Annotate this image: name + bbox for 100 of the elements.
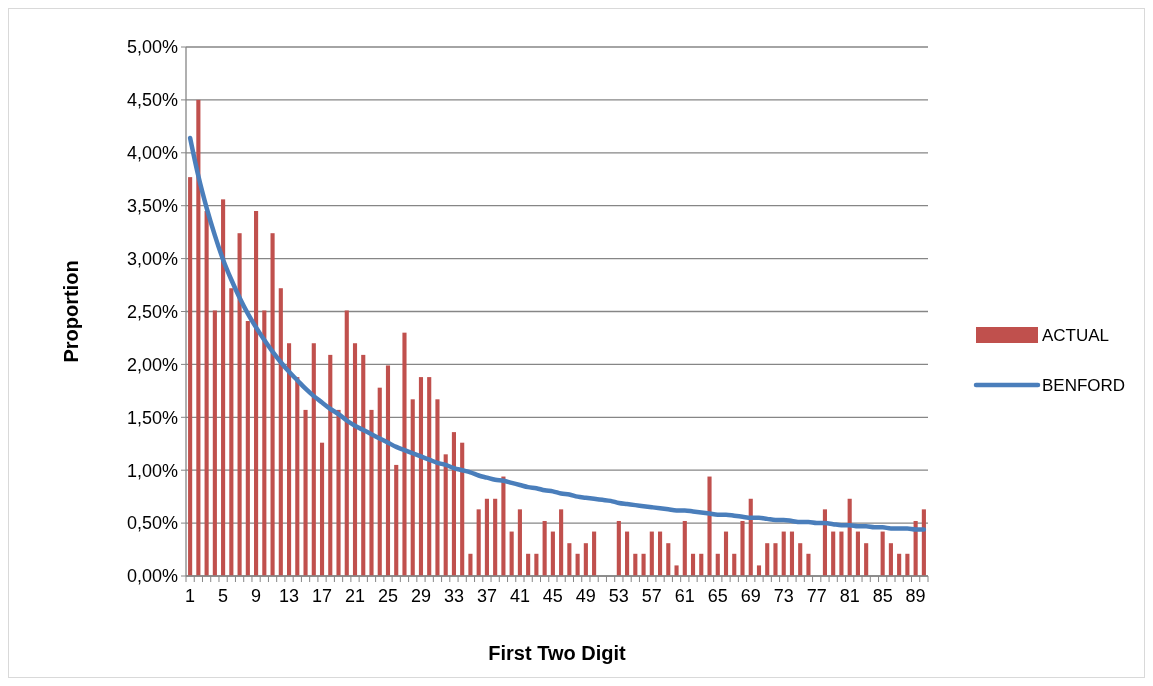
bar	[468, 553, 473, 576]
bar	[592, 531, 597, 576]
y-tick-label: 3,00%	[126, 248, 178, 269]
bar	[344, 310, 349, 576]
x-tick-label: 17	[312, 586, 333, 606]
bar	[311, 343, 316, 576]
x-tick-label: 53	[608, 586, 629, 606]
bar	[254, 210, 259, 576]
y-axis-title: Proportion	[60, 260, 82, 363]
bar	[550, 531, 555, 576]
legend-label: ACTUAL	[1042, 325, 1110, 345]
bar	[897, 553, 902, 576]
x-tick-label: 73	[773, 586, 794, 606]
bar	[839, 531, 844, 576]
bar	[542, 520, 547, 576]
x-tick-label: 29	[410, 586, 431, 606]
bar	[921, 509, 926, 576]
bar	[723, 531, 729, 576]
bar	[278, 288, 283, 576]
bar	[221, 199, 226, 576]
bar	[855, 531, 860, 576]
y-tick-label: 0,50%	[126, 513, 178, 534]
bar	[641, 553, 646, 576]
bar	[905, 553, 910, 576]
bar	[690, 553, 696, 576]
x-tick-label: 77	[806, 586, 827, 606]
bar	[864, 543, 869, 576]
bar	[880, 531, 885, 576]
bar	[451, 432, 457, 576]
bar	[237, 233, 242, 576]
x-tick-label: 49	[575, 586, 596, 606]
bar	[756, 565, 762, 576]
x-tick-label: 25	[377, 586, 398, 606]
bar	[567, 543, 572, 576]
bar	[699, 553, 704, 576]
bar	[798, 543, 803, 576]
bar	[682, 520, 687, 576]
bar	[501, 476, 506, 576]
x-tick-label: 1	[185, 586, 196, 606]
bar	[410, 399, 415, 576]
y-tick-label: 3,50%	[126, 196, 178, 216]
bar	[493, 498, 498, 576]
bar	[740, 520, 745, 576]
bar	[534, 553, 539, 576]
legend-label: BENFORD	[1042, 375, 1126, 395]
bar	[328, 354, 333, 576]
bar	[847, 498, 852, 576]
bar	[385, 365, 391, 576]
bar	[583, 543, 588, 576]
bar	[789, 531, 795, 576]
bar	[509, 531, 514, 576]
bar	[303, 409, 308, 576]
bar	[336, 409, 341, 576]
bar	[748, 498, 753, 576]
x-tick-label: 13	[279, 586, 300, 606]
x-tick-label: 33	[443, 586, 464, 606]
x-tick-label: 5	[218, 586, 229, 606]
bar	[352, 343, 358, 576]
y-tick-label: 4,50%	[126, 90, 178, 111]
bar	[765, 543, 770, 576]
bar	[575, 553, 580, 576]
bar	[427, 377, 432, 576]
bar	[822, 509, 828, 576]
bar	[369, 409, 374, 576]
bar	[286, 343, 292, 576]
y-tick-label: 2,00%	[126, 354, 178, 375]
bar	[773, 543, 778, 576]
bar	[715, 553, 720, 576]
bar	[435, 399, 440, 576]
bar	[781, 531, 786, 576]
y-tick-label: 1,00%	[126, 460, 178, 481]
x-tick-label: 37	[476, 586, 497, 606]
y-tick-label: 5,00%	[126, 37, 178, 58]
bar	[295, 377, 300, 576]
bar	[484, 498, 489, 576]
bar	[657, 531, 663, 576]
bar	[402, 332, 407, 576]
bar	[188, 177, 193, 576]
x-tick-label: 57	[641, 586, 662, 606]
bar	[732, 553, 737, 576]
bar	[262, 310, 267, 576]
bar	[319, 442, 325, 576]
bar	[674, 565, 679, 576]
bar	[633, 553, 638, 576]
x-tick-label: 81	[839, 586, 860, 606]
bar	[460, 442, 465, 576]
bar	[394, 464, 399, 576]
bar	[418, 377, 424, 576]
bar	[831, 531, 836, 576]
bar	[204, 210, 209, 576]
bar	[666, 543, 671, 576]
bar	[196, 99, 201, 576]
bar	[625, 531, 630, 576]
bar	[270, 233, 275, 576]
bar	[806, 553, 811, 576]
bar	[616, 520, 621, 576]
y-tick-label: 0,00%	[126, 566, 178, 587]
bar	[361, 354, 366, 576]
y-tick-label: 1,50%	[126, 407, 178, 428]
x-tick-label: 85	[872, 586, 893, 606]
